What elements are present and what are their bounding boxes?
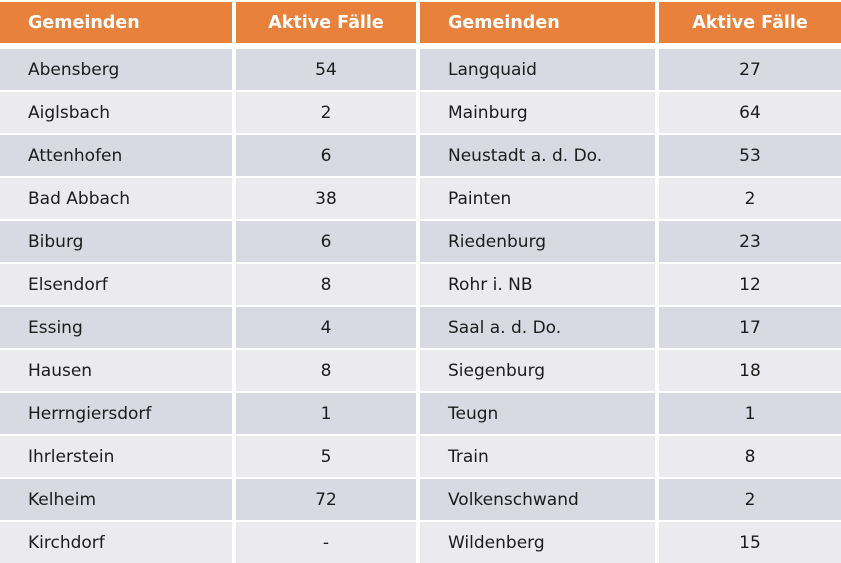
table-row: Herrngiersdorf 1 Teugn 1 [0,393,841,434]
gemeinde-name-cell: Kelheim [0,479,232,520]
aktive-faelle-value-cell: 72 [236,479,416,520]
gemeinde-name-cell: Essing [0,307,232,348]
gemeinde-name-cell: Painten [420,178,655,219]
aktive-faelle-value-cell: 54 [236,49,416,90]
table-row: Kirchdorf - Wildenberg 15 [0,522,841,563]
column-header-gemeinden-right: Gemeinden [420,2,655,43]
table-row: Abensberg 54 Langquaid 27 [0,49,841,90]
gemeinde-name-cell: Teugn [420,393,655,434]
gemeinde-name-cell: Aiglsbach [0,92,232,133]
aktive-faelle-value-cell: 2 [236,92,416,133]
aktive-faelle-value-cell: 2 [659,178,841,219]
aktive-faelle-value-cell: 12 [659,264,841,305]
gemeinde-name-cell: Kirchdorf [0,522,232,563]
table-row: Biburg 6 Riedenburg 23 [0,221,841,262]
table-row: Essing 4 Saal a. d. Do. 17 [0,307,841,348]
gemeinde-name-cell: Herrngiersdorf [0,393,232,434]
column-header-aktive-faelle-right: Aktive Fälle [659,2,841,43]
aktive-faelle-value-cell: 1 [236,393,416,434]
aktive-faelle-value-cell: 5 [236,436,416,477]
gemeinde-name-cell: Train [420,436,655,477]
gemeinde-name-cell: Riedenburg [420,221,655,262]
aktive-faelle-value-cell: 2 [659,479,841,520]
aktive-faelle-value-cell: 8 [236,264,416,305]
table-row: Kelheim 72 Volkenschwand 2 [0,479,841,520]
aktive-faelle-value-cell: 27 [659,49,841,90]
aktive-faelle-value-cell: 53 [659,135,841,176]
gemeinde-name-cell: Volkenschwand [420,479,655,520]
aktive-faelle-value-cell: 4 [236,307,416,348]
aktive-faelle-value-cell: 17 [659,307,841,348]
table-row: Attenhofen 6 Neustadt a. d. Do. 53 [0,135,841,176]
aktive-faelle-value-cell: - [236,522,416,563]
aktive-faelle-value-cell: 1 [659,393,841,434]
table-body: Abensberg 54 Langquaid 27 Aiglsbach 2 Mainburg… [0,49,841,563]
table-header-row: Gemeinden Aktive Fälle Gemeinden Aktive … [0,2,841,43]
gemeinde-name-cell: Bad Abbach [0,178,232,219]
gemeinde-name-cell: Abensberg [0,49,232,90]
aktive-faelle-value-cell: 64 [659,92,841,133]
gemeinde-name-cell: Langquaid [420,49,655,90]
column-header-aktive-faelle-left: Aktive Fälle [236,2,416,43]
gemeinde-name-cell: Wildenberg [420,522,655,563]
table-row: Elsendorf 8 Rohr i. NB 12 [0,264,841,305]
gemeinde-name-cell: Elsendorf [0,264,232,305]
table-row: Bad Abbach 38 Painten 2 [0,178,841,219]
gemeinde-name-cell: Rohr i. NB [420,264,655,305]
gemeinde-name-cell: Hausen [0,350,232,391]
aktive-faelle-value-cell: 8 [236,350,416,391]
aktive-faelle-value-cell: 18 [659,350,841,391]
aktive-faelle-value-cell: 38 [236,178,416,219]
aktive-faelle-value-cell: 15 [659,522,841,563]
gemeinde-name-cell: Ihrlerstein [0,436,232,477]
gemeinde-name-cell: Neustadt a. d. Do. [420,135,655,176]
table-row: Hausen 8 Siegenburg 18 [0,350,841,391]
table-row: Aiglsbach 2 Mainburg 64 [0,92,841,133]
gemeinde-name-cell: Siegenburg [420,350,655,391]
aktive-faelle-value-cell: 23 [659,221,841,262]
gemeinde-name-cell: Biburg [0,221,232,262]
aktive-faelle-value-cell: 6 [236,221,416,262]
gemeinde-name-cell: Mainburg [420,92,655,133]
gemeinde-name-cell: Saal a. d. Do. [420,307,655,348]
aktive-faelle-value-cell: 8 [659,436,841,477]
aktive-faelle-value-cell: 6 [236,135,416,176]
gemeinde-name-cell: Attenhofen [0,135,232,176]
table-row: Ihrlerstein 5 Train 8 [0,436,841,477]
column-header-gemeinden-left: Gemeinden [0,2,232,43]
